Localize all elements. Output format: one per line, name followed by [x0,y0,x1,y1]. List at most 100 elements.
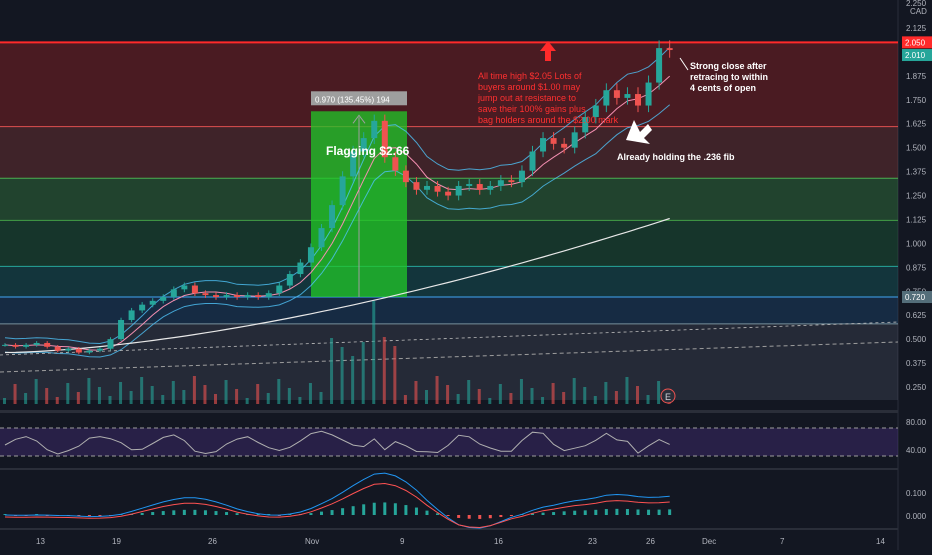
macd-histogram-bar [3,514,7,515]
fib-retracement-zones [0,41,898,400]
macd-histogram-bar [140,512,144,515]
macd-histogram-bar [636,509,640,515]
candle-body [666,48,673,51]
candle-body [2,344,8,346]
ath-annotation-line: save their 100% gains plus [478,104,586,114]
volume-bar [382,337,386,404]
rsi-line [4,430,670,455]
candle-body [571,132,578,148]
volume-bar [287,388,291,404]
time-tick: 13 [36,537,45,546]
price-tick: 2.010 [905,51,926,60]
fib-zone [0,126,898,179]
volume-bar [308,383,312,404]
volume-bar [13,384,17,404]
candle-body [307,247,314,263]
candle-body [107,339,114,349]
last-price-tag [902,49,932,62]
price-tick: 0.250 [906,383,927,392]
volume-bar [266,393,270,404]
volume-bar [150,386,154,404]
volume-bar [572,378,576,404]
candle-body [96,348,103,351]
volume-bar [393,346,397,404]
candle-body [318,228,325,248]
candle-body [329,205,336,229]
volume-bar [66,383,70,404]
volume-bar [45,388,49,404]
volume-bar [657,381,661,404]
fib-zone [0,220,898,267]
price-tick: 1.500 [906,144,927,153]
volume-bar [477,389,481,404]
volume-bar [34,379,38,404]
volume-bar [224,380,228,404]
candle-body [466,184,473,186]
candle-body [149,300,156,305]
volume-bar [509,393,513,404]
volume-bar [140,377,144,404]
volume-bar [3,398,6,404]
candle-body [244,295,251,298]
candle-body [12,344,19,347]
candle-body [54,346,61,351]
candle-body [297,262,304,275]
macd-histogram-bar [309,513,313,515]
time-axis[interactable]: 13 19 26 Nov 9 16 23 26 Dec 7 14 [36,537,885,546]
time-tick: 19 [112,537,121,546]
macd-histogram-bar [446,515,450,516]
rsi-tick: 40.00 [906,446,927,455]
annotations[interactable]: Flagging $2.66 All time high $2.05 Lots o… [326,41,768,162]
candle-body [529,151,536,171]
candle-body [65,348,72,351]
volume-bar [646,395,650,404]
macd-histogram-bar [362,504,366,515]
fib-zone [0,178,898,221]
macd-histogram-bar [668,509,672,515]
candle-body [476,184,483,190]
measure-label-bg [311,91,407,106]
volume-bar [298,397,302,404]
measure-tool[interactable]: 0.970 (135.45%) 194 [311,91,407,298]
candle-body [170,289,177,298]
macd-histogram-bar [235,513,239,515]
time-tick: Nov [305,537,319,546]
macd-histogram-bar [383,502,387,515]
candle-body [234,295,241,298]
macd-histogram-bar [404,505,408,515]
ath-annotation: All time high $2.05 Lots of buyers around… [477,71,619,125]
candle-body [33,342,40,345]
volume-bar [372,301,376,404]
volume-bar [593,396,597,404]
measure-label: 0.970 (135.45%) 194 [315,95,390,104]
volume-bar [541,397,545,404]
rsi-tick: 80.00 [906,418,927,427]
volume-bar [24,393,28,404]
candle-body [445,191,452,196]
candle-body [413,182,420,190]
volume-bar [488,398,492,404]
macd-histogram-bar [604,509,608,515]
macd-tick: 0.000 [906,512,927,521]
candle-body [255,295,262,298]
volume-bar [161,395,165,404]
candle-body [44,342,51,347]
rsi-band [0,428,898,456]
candle-body [455,185,462,196]
macd-histogram-bar [320,511,323,515]
macd-histogram-bar [541,512,545,515]
macd-histogram-bar [98,515,102,516]
candle-body [518,170,525,183]
volume-bar [498,384,502,404]
fib-zone [0,42,898,127]
price-tick: 0.375 [906,359,927,368]
macd-pane [3,472,672,529]
candle-body [497,180,504,186]
volume-bar [625,377,629,404]
price-axis[interactable]: 2.250 2.125 2.050 2.010 1.875 1.750 1.625 1.500… [902,0,932,521]
macd-histogram-bar [151,512,155,515]
candle-body [424,185,430,190]
macd-histogram-bar [625,509,629,515]
